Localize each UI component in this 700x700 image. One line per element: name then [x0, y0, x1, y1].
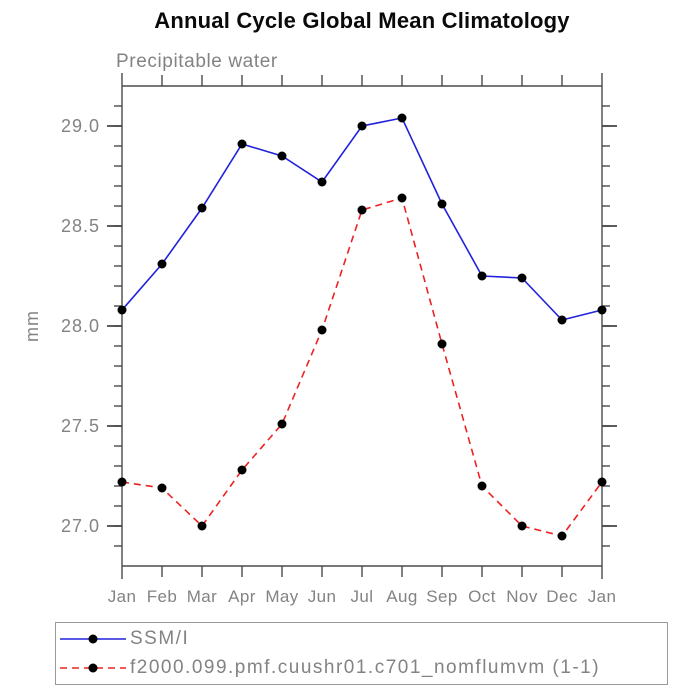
x-tick-label: Jun: [308, 587, 337, 606]
y-tick-label: 28.0: [61, 316, 100, 336]
legend: SSM/I f2000.099.pmf.cuushr01.c701_nomflu…: [55, 622, 668, 685]
legend-line-dashed-icon: [60, 663, 126, 673]
legend-row-model: f2000.099.pmf.cuushr01.c701_nomflumvm (1…: [56, 654, 667, 682]
legend-label-ssmi: SSM/I: [130, 628, 190, 649]
legend-line-solid-icon: [60, 634, 126, 644]
y-tick-label: 27.0: [61, 516, 100, 536]
data-point: [197, 203, 207, 213]
data-point: [317, 177, 327, 187]
chart-title: Annual Cycle Global Mean Climatology: [154, 8, 570, 33]
data-point: [597, 305, 607, 315]
data-point: [117, 305, 127, 315]
x-tick-label: Aug: [386, 587, 417, 606]
data-point: [237, 139, 247, 149]
y-tick-label: 27.5: [61, 416, 100, 436]
data-point: [437, 339, 447, 349]
data-point: [477, 481, 487, 491]
data-point: [517, 521, 527, 531]
data-point: [157, 259, 167, 269]
data-point: [437, 199, 447, 209]
x-tick-label: Sep: [426, 587, 457, 606]
x-tick-label: Mar: [187, 587, 217, 606]
chart-plot-area: Jan Feb Mar Apr May Jun Jul Aug Sep Oct Nov Dec Jan 2…: [61, 73, 617, 606]
data-point: [477, 271, 487, 281]
data-point: [557, 315, 567, 325]
data-point: [397, 193, 407, 203]
x-tick-label: Jan: [588, 587, 617, 606]
y-tick-label: 28.5: [61, 216, 100, 236]
x-tick-label: Apr: [228, 587, 256, 606]
x-tick-label: Jan: [108, 587, 137, 606]
legend-row-ssmi: SSM/I: [56, 625, 667, 653]
data-point: [197, 521, 207, 531]
data-point: [357, 205, 367, 215]
x-tick-label: Feb: [147, 587, 178, 606]
data-point: [317, 325, 327, 335]
y-tick-label: 29.0: [61, 116, 100, 136]
legend-label-model: f2000.099.pmf.cuushr01.c701_nomflumvm (1…: [130, 657, 601, 678]
data-point: [117, 477, 127, 487]
chart-subtitle: Precipitable water: [116, 51, 278, 72]
data-point: [517, 273, 527, 283]
data-point: [397, 113, 407, 123]
data-point: [277, 151, 287, 161]
data-point: [237, 465, 247, 475]
x-tick-label: Nov: [506, 587, 538, 606]
data-point: [357, 121, 367, 131]
x-tick-label: Oct: [468, 587, 496, 606]
series-line-0: [121, 117, 603, 321]
data-point: [557, 531, 567, 541]
x-tick-label: Dec: [546, 587, 578, 606]
data-point: [277, 419, 287, 429]
x-tick-label: May: [265, 587, 298, 606]
data-point: [157, 483, 167, 493]
data-point: [597, 477, 607, 487]
series-line-1: [121, 196, 603, 537]
x-tick-label: Jul: [351, 587, 374, 606]
